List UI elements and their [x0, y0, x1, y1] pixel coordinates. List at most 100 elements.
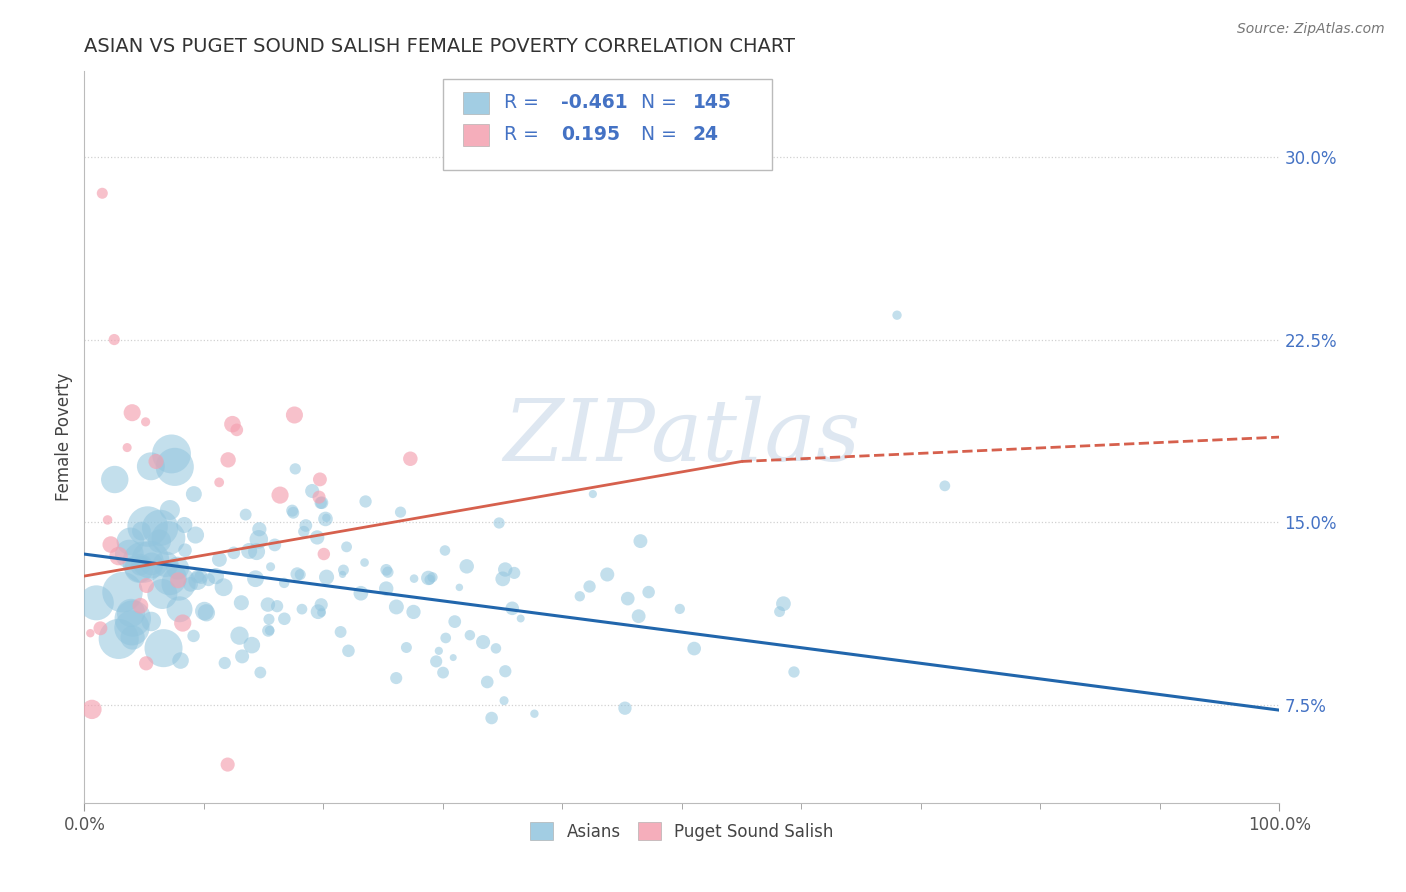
Point: [173, 518, 195, 533]
Point: [332, 567, 354, 582]
Point: [217, 757, 239, 772]
Point: [135, 578, 157, 592]
Text: ZIPatlas: ZIPatlas: [503, 396, 860, 478]
Point: [120, 534, 142, 549]
Point: [212, 580, 235, 594]
Point: [458, 628, 481, 642]
Point: [259, 624, 281, 638]
Point: [273, 575, 295, 590]
Point: [568, 589, 591, 603]
Point: [399, 451, 422, 466]
Point: [309, 472, 332, 486]
Point: [285, 567, 308, 582]
Point: [225, 423, 247, 437]
Point: [79, 626, 101, 640]
Point: [402, 605, 425, 619]
Text: Source: ZipAtlas.com: Source: ZipAtlas.com: [1237, 22, 1385, 37]
Point: [311, 496, 333, 510]
Point: [160, 447, 183, 461]
Point: [149, 521, 172, 535]
Point: [418, 571, 440, 585]
Point: [180, 577, 202, 591]
Point: [472, 635, 495, 649]
Point: [353, 556, 375, 570]
Point: [637, 585, 659, 599]
Point: [375, 582, 398, 596]
Text: R =: R =: [503, 126, 538, 145]
Point: [193, 604, 215, 618]
Point: [132, 555, 155, 569]
Point: [169, 602, 191, 616]
Point: [159, 503, 181, 517]
Point: [115, 441, 138, 455]
Point: [231, 649, 253, 664]
Point: [183, 487, 205, 501]
Point: [166, 561, 188, 575]
Point: [136, 519, 159, 533]
Point: [432, 665, 454, 680]
Point: [231, 596, 253, 610]
Point: [195, 606, 218, 620]
Point: [139, 552, 162, 566]
Point: [284, 462, 307, 476]
Point: [596, 567, 619, 582]
Point: [433, 543, 456, 558]
Point: [375, 563, 398, 577]
Point: [141, 615, 163, 629]
Point: [118, 547, 141, 561]
Text: 145: 145: [693, 94, 731, 112]
Point: [627, 609, 650, 624]
Point: [190, 570, 212, 584]
Point: [350, 586, 373, 600]
Y-axis label: Female Poverty: Female Poverty: [55, 373, 73, 501]
Point: [934, 479, 956, 493]
Point: [100, 538, 122, 552]
Point: [259, 559, 281, 574]
Point: [337, 644, 360, 658]
Point: [186, 569, 208, 583]
Point: [307, 605, 329, 619]
Point: [283, 506, 305, 520]
Point: [135, 657, 157, 671]
Text: 0.195: 0.195: [561, 126, 620, 145]
Point: [150, 587, 173, 601]
Point: [169, 654, 191, 668]
Point: [139, 459, 162, 474]
FancyBboxPatch shape: [443, 78, 772, 170]
Point: [332, 563, 354, 577]
Point: [301, 483, 323, 498]
Point: [257, 612, 280, 626]
Point: [309, 598, 332, 612]
Point: [494, 665, 516, 679]
Point: [783, 665, 806, 679]
Point: [477, 675, 499, 690]
Point: [131, 524, 153, 538]
Text: -0.461: -0.461: [561, 94, 628, 112]
Point: [107, 632, 129, 646]
Point: [385, 671, 408, 685]
Point: [494, 562, 516, 576]
Text: R =: R =: [503, 94, 538, 112]
Point: [129, 599, 152, 613]
Point: [111, 585, 134, 599]
Point: [628, 534, 651, 549]
Point: [290, 567, 312, 582]
Point: [456, 559, 478, 574]
Point: [107, 549, 129, 563]
Point: [315, 570, 337, 584]
Point: [121, 621, 143, 635]
Point: [97, 513, 120, 527]
Point: [159, 571, 181, 585]
Point: [247, 522, 270, 536]
Point: [481, 711, 503, 725]
Point: [308, 490, 330, 504]
Point: [257, 598, 280, 612]
Point: [228, 629, 250, 643]
Point: [269, 488, 291, 502]
Point: [208, 552, 231, 566]
Point: [249, 665, 271, 680]
Point: [613, 701, 636, 715]
Point: [335, 540, 357, 554]
Point: [377, 565, 399, 579]
Point: [266, 599, 288, 614]
